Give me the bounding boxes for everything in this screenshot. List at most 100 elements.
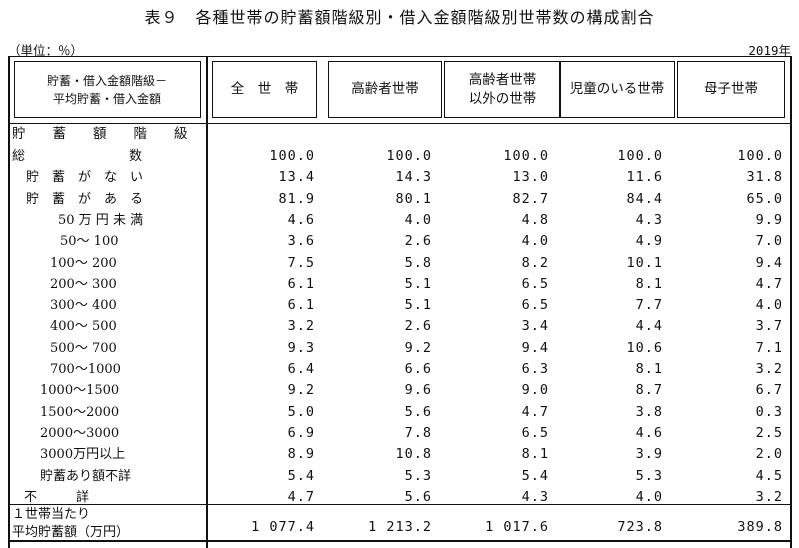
col-header-elderly-households: 高齢者世帯 — [351, 81, 419, 97]
row-value: 65.0 — [746, 190, 783, 207]
average-value-all: 1 077.4 — [251, 519, 315, 535]
row-value: 31.8 — [746, 169, 783, 186]
average-value-non-elderly: 1 017.6 — [485, 519, 549, 535]
row-value: 6.6 — [404, 361, 432, 377]
row-value: 2.6 — [404, 233, 432, 250]
table-row: 50～ 100 3.6 2.6 4.0 4.9 7.0 — [8, 231, 792, 252]
section-label: 貯 蓄 額 階 級 — [12, 126, 188, 142]
col-header-households-with-children: 児童のいる世帯 — [569, 81, 665, 97]
row-value: 100.0 — [737, 148, 783, 164]
table-frame — [8, 56, 792, 548]
row-label: 不 詳 — [24, 489, 90, 505]
average-top-rule — [8, 504, 792, 505]
average-value-elderly: 1 213.2 — [368, 519, 432, 535]
row-value: 4.3 — [635, 211, 663, 228]
row-value: 82.7 — [512, 190, 549, 207]
row-label: 1000～1500 — [40, 383, 120, 399]
row-value: 3.4 — [521, 318, 549, 335]
row-value: 2.5 — [755, 424, 783, 441]
row-value: 5.1 — [404, 275, 432, 292]
table-row: 50 万 円 未 満 4.6 4.0 4.8 4.3 9.9 — [8, 210, 792, 231]
row-value: 4.7 — [287, 488, 315, 505]
header-bottom-rule — [8, 123, 792, 124]
row-value: 6.5 — [521, 275, 549, 292]
row-value: 84.4 — [626, 190, 663, 207]
table-row: 総 数 100.0 100.0 100.0 100.0 100.0 — [8, 146, 792, 167]
row-value: 3.7 — [755, 318, 783, 335]
row-value: 8.1 — [521, 446, 549, 463]
row-value: 9.6 — [404, 382, 432, 399]
row-value: 4.0 — [755, 297, 783, 314]
average-label: １世帯当たり 平均貯蓄額（万円） — [12, 507, 130, 540]
table-row: 1500～2000 5.0 5.6 4.7 3.8 0.3 — [8, 402, 792, 423]
row-value: 4.9 — [635, 233, 663, 250]
row-label: 1500～2000 — [40, 404, 120, 420]
row-value: 4.6 — [635, 424, 663, 441]
row-value: 4.6 — [287, 211, 315, 228]
table-row: 400～ 500 3.2 2.6 3.4 4.4 3.7 — [8, 316, 792, 337]
row-label: 300～ 400 — [50, 298, 117, 314]
row-value: 5.3 — [404, 467, 432, 484]
row-value: 7.0 — [755, 233, 783, 250]
row-value: 81.9 — [278, 190, 315, 207]
row-label: 700～1000 — [50, 362, 121, 377]
row-value: 6.1 — [287, 297, 315, 314]
row-value: 6.7 — [755, 382, 783, 399]
col-header-mother-child-households: 母子世帯 — [704, 81, 758, 97]
row-value: 13.4 — [278, 169, 315, 186]
row-value: 7.5 — [287, 254, 315, 271]
row-value: 7.8 — [404, 424, 432, 441]
col-header-box-4 — [559, 61, 675, 118]
row-value: 14.3 — [395, 169, 432, 186]
row-value: 9.3 — [287, 339, 315, 356]
row-value: 8.1 — [635, 275, 663, 292]
row-value: 5.0 — [287, 403, 315, 420]
row-value: 9.4 — [521, 339, 549, 356]
row-value: 3.2 — [755, 361, 783, 377]
row-label: 50 万 円 未 満 — [58, 212, 144, 228]
row-value: 7.7 — [635, 297, 663, 314]
row-value: 100.0 — [617, 148, 663, 164]
row-value: 9.2 — [404, 339, 432, 356]
row-value: 9.0 — [521, 382, 549, 399]
row-value: 5.6 — [404, 403, 432, 420]
col-header-box-5 — [677, 61, 785, 118]
table-row: 不 詳 4.7 5.6 4.3 4.0 3.2 — [8, 487, 792, 508]
row-value: 4.4 — [635, 318, 663, 335]
table-row: 100～ 200 7.5 5.8 8.2 10.1 9.4 — [8, 253, 792, 274]
unit-note: （単位：％） — [8, 43, 84, 58]
table-row: 貯 蓄 が あ る 81.9 80.1 82.7 84.4 65.0 — [8, 189, 792, 210]
row-value: 11.6 — [626, 169, 663, 186]
row-value: 8.2 — [521, 254, 549, 271]
row-value: 3.2 — [755, 488, 783, 505]
table-left-border — [8, 56, 10, 548]
table-row: 500～ 700 9.3 9.2 9.4 10.6 7.1 — [8, 338, 792, 359]
col-header-all-households: 全 世 帯 — [230, 81, 299, 97]
row-label: 2000～3000 — [40, 425, 120, 441]
row-value: 0.3 — [755, 403, 783, 420]
row-value: 5.8 — [404, 254, 432, 271]
row-value: 6.4 — [287, 361, 315, 377]
row-value: 5.6 — [404, 488, 432, 505]
row-value: 2.0 — [755, 446, 783, 463]
row-value: 6.3 — [521, 361, 549, 377]
row-value: 4.5 — [755, 467, 783, 484]
row-value: 6.9 — [287, 424, 315, 441]
row-value: 4.8 — [521, 211, 549, 228]
row-value: 4.3 — [521, 488, 549, 505]
row-label: 3000万円以上 — [40, 447, 126, 463]
row-value: 9.9 — [755, 211, 783, 228]
row-value: 4.0 — [521, 233, 549, 250]
row-label: 50～ 100 — [60, 234, 119, 250]
stub-column-divider — [206, 56, 208, 548]
row-value: 4.7 — [521, 403, 549, 420]
row-value: 4.0 — [404, 211, 432, 228]
row-label: 貯蓄あり額不詳 — [40, 468, 132, 484]
table-row: 貯蓄あり額不詳 5.4 5.3 5.4 5.3 4.5 — [8, 466, 792, 487]
table-bottom-rule — [8, 540, 792, 542]
row-value: 10.6 — [626, 339, 663, 356]
table-row: 1000～1500 9.2 9.6 9.0 8.7 6.7 — [8, 380, 792, 401]
row-value: 8.9 — [287, 446, 315, 463]
row-value: 8.7 — [635, 382, 663, 399]
row-value: 5.4 — [287, 467, 315, 484]
